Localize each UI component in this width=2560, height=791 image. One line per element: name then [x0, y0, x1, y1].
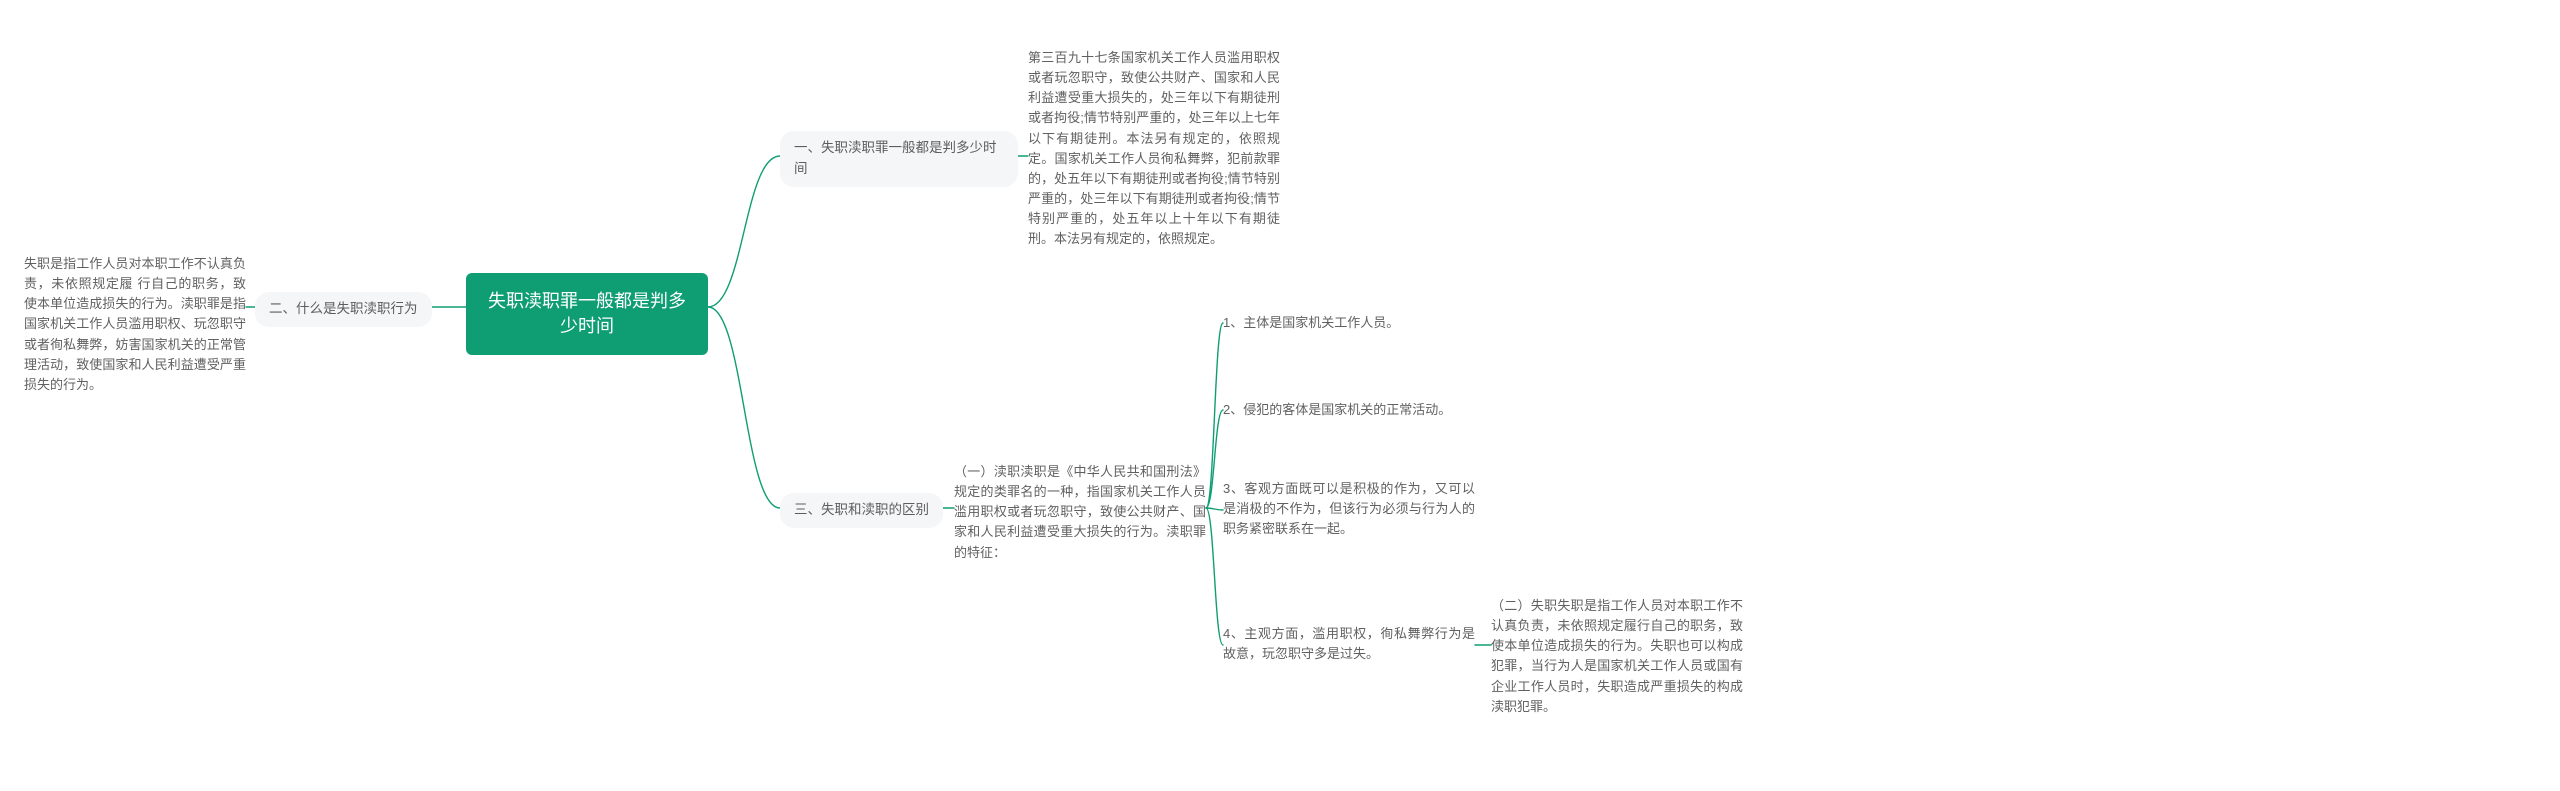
sub-4-leaf-text: （二）失职失职是指工作人员对本职工作不认真负责，未依照规定履行自己的职务，致使本… — [1491, 598, 1743, 714]
sub-4: 4、主观方面，滥用职权，徇私舞弊行为是故意，玩忽职守多是过失。 — [1223, 624, 1475, 664]
branch-r1[interactable]: 一、失职渎职罪一般都是判多少时 间 — [780, 131, 1018, 187]
root-node[interactable]: 失职渎职罪一般都是判多 少时间 — [466, 273, 708, 355]
leaf-r3-text: （一）渎职渎职是《中华人民共和国刑法》规定的类罪名的一种，指国家机关工作人员滥用… — [954, 464, 1206, 560]
branch-r3[interactable]: 三、失职和渎职的区别 — [780, 493, 943, 528]
sub-4-leaf: （二）失职失职是指工作人员对本职工作不认真负责，未依照规定履行自己的职务，致使本… — [1491, 596, 1743, 717]
root-line1: 失职渎职罪一般都是判多 — [488, 291, 686, 311]
branch-left-label: 二、什么是失职渎职行为 — [269, 301, 418, 316]
branch-r1-l2: 间 — [794, 161, 808, 176]
branch-r1-l1: 一、失职渎职罪一般都是判多少时 — [794, 140, 997, 155]
branch-r3-label: 三、失职和渎职的区别 — [794, 502, 929, 517]
sub-2-text: 2、侵犯的客体是国家机关的正常活动。 — [1223, 402, 1451, 417]
branch-left[interactable]: 二、什么是失职渎职行为 — [255, 292, 432, 327]
leaf-r1-text: 第三百九十七条国家机关工作人员滥用职权或者玩忽职守，致使公共财产、国家和人民利益… — [1028, 50, 1280, 246]
sub-3-text: 3、客观方面既可以是积极的作为，又可以是消极的不作为，但该行为必须与行为人的职务… — [1223, 481, 1475, 536]
leaf-r1: 第三百九十七条国家机关工作人员滥用职权或者玩忽职守，致使公共财产、国家和人民利益… — [1028, 48, 1280, 249]
sub-1-text: 1、主体是国家机关工作人员。 — [1223, 315, 1399, 330]
sub-1: 1、主体是国家机关工作人员。 — [1223, 313, 1443, 333]
leaf-left-text: 失职是指工作人员对本职工作不认真负责，未依照规定履 行自己的职务，致使本单位造成… — [24, 256, 246, 392]
sub-3: 3、客观方面既可以是积极的作为，又可以是消极的不作为，但该行为必须与行为人的职务… — [1223, 479, 1475, 539]
leaf-left: 失职是指工作人员对本职工作不认真负责，未依照规定履 行自己的职务，致使本单位造成… — [24, 254, 246, 395]
sub-4-text: 4、主观方面，滥用职权，徇私舞弊行为是故意，玩忽职守多是过失。 — [1223, 626, 1475, 661]
leaf-r3: （一）渎职渎职是《中华人民共和国刑法》规定的类罪名的一种，指国家机关工作人员滥用… — [954, 462, 1206, 563]
edge-layer — [0, 0, 2560, 791]
root-line2: 少时间 — [560, 316, 614, 336]
mindmap-canvas: 失职渎职罪一般都是判多 少时间 二、什么是失职渎职行为 失职是指工作人员对本职工… — [0, 0, 2560, 791]
sub-2: 2、侵犯的客体是国家机关的正常活动。 — [1223, 400, 1475, 420]
